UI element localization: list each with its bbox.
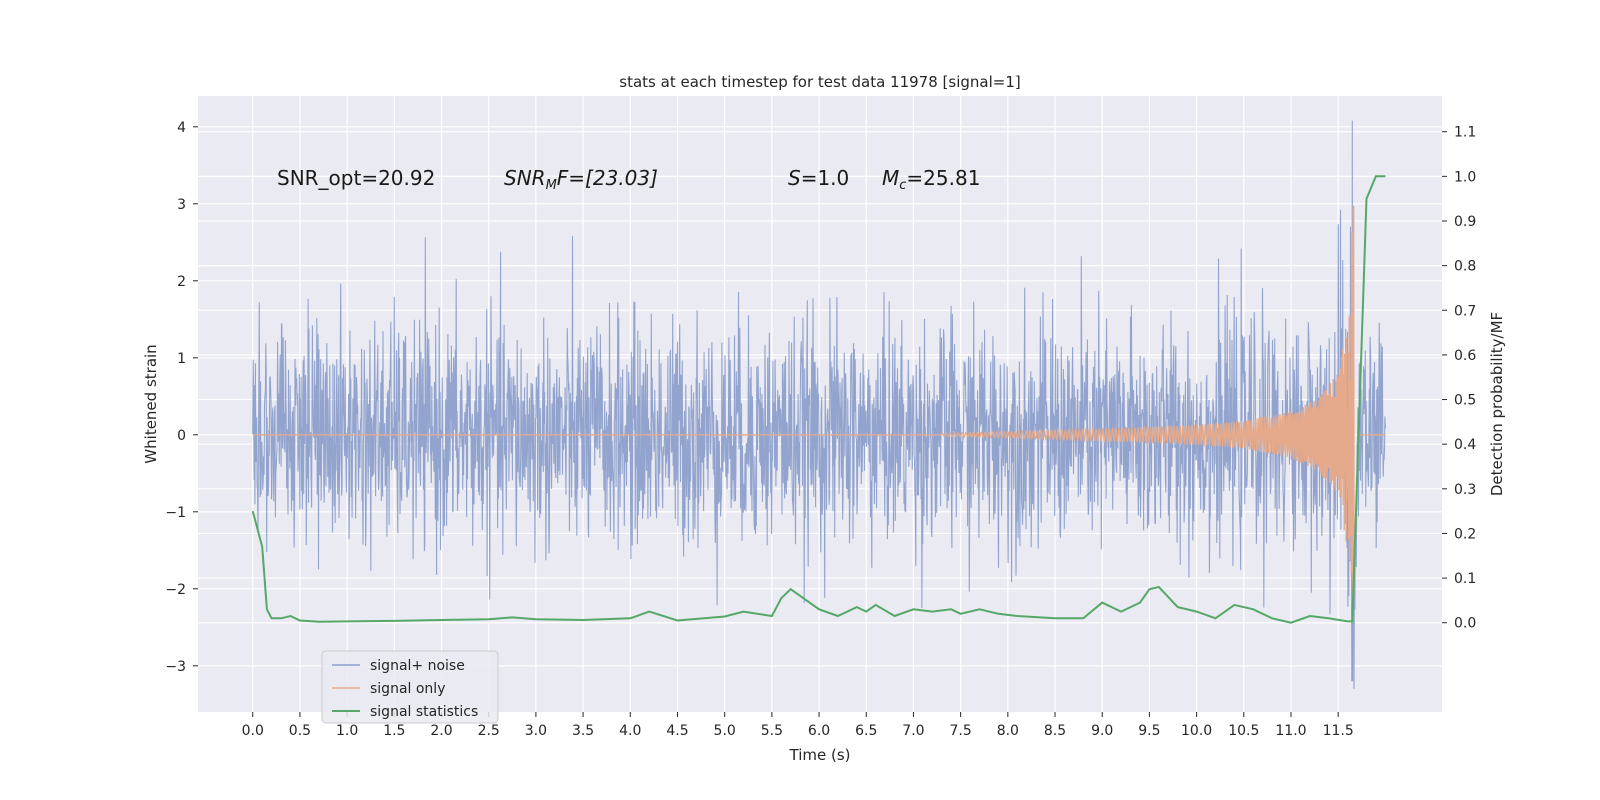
- y-axis-title: Whitened strain: [142, 344, 160, 463]
- x-tick-label: 1.0: [336, 723, 358, 739]
- y-tick-label: 4: [177, 120, 186, 136]
- chart-title: stats at each timestep for test data 119…: [619, 73, 1020, 91]
- snr-mf-suffix: F=[23.03]: [557, 166, 658, 190]
- axes: 0.0 0.5 1.0 1.5 2.0 2.5 3.0 3.5 4.0 4.5 5.0 5.5 6.0 6…: [165, 120, 1476, 739]
- y-right-tick-label: 0.3: [1454, 482, 1476, 498]
- x-tick-label: 8.5: [1044, 723, 1066, 739]
- annotation-snr-mf: SNRMF=[23.03]: [504, 166, 658, 193]
- signal-noise-series: [252, 120, 1386, 689]
- legend-label: signal statistics: [370, 704, 478, 720]
- snr-mf-subscript: M: [546, 178, 557, 193]
- x-tick-label: 2.0: [430, 723, 452, 739]
- x-tick-label: 11.5: [1323, 723, 1354, 739]
- y-right-tick-label: 0.6: [1454, 348, 1476, 364]
- y-right-tick-label: 0.2: [1454, 526, 1476, 542]
- mc-subscript: c: [899, 178, 906, 193]
- y-right-tick-label: 1.0: [1454, 169, 1476, 185]
- x-tick-label: 7.0: [902, 723, 924, 739]
- x-tick-label: 2.5: [478, 723, 500, 739]
- snr-mf-prefix: SNR: [504, 166, 546, 190]
- y-tick-label: 3: [177, 197, 186, 213]
- x-tick-label: 9.0: [1091, 723, 1113, 739]
- legend-frame: [321, 650, 499, 724]
- signal-only-series: [252, 205, 1386, 604]
- y-right-tick-label: 0.8: [1454, 259, 1476, 275]
- y-axis-right-title: Detection probability/MF: [1488, 312, 1506, 496]
- mc-variable: M: [882, 166, 899, 190]
- signal-only-line: [252, 205, 1386, 604]
- y-right-tick-label: 0.9: [1454, 214, 1476, 230]
- x-tick-label: 9.5: [1138, 723, 1160, 739]
- x-tick-label: 8.0: [997, 723, 1019, 739]
- y-tick-label: 1: [177, 351, 186, 367]
- y-right-tick-label: 0.4: [1454, 437, 1476, 453]
- x-tick-label: 1.5: [383, 723, 405, 739]
- x-tick-label: 6.5: [855, 723, 877, 739]
- y-tick-label: −1: [165, 505, 186, 521]
- x-tick-label: 10.0: [1181, 723, 1212, 739]
- s-value: =1.0: [801, 166, 850, 190]
- x-tick-label: 3.0: [525, 723, 547, 739]
- y-right-tick-label: 0.0: [1454, 616, 1476, 632]
- y-tick-label: 0: [177, 428, 186, 444]
- x-tick-label: 10.5: [1228, 723, 1259, 739]
- signal-statistics-series: [251, 175, 1386, 624]
- y-right-tick-label: 0.1: [1454, 571, 1476, 587]
- x-tick-label: 5.0: [714, 723, 736, 739]
- y-right-tick-label: 0.5: [1454, 393, 1476, 409]
- x-tick-label: 0.0: [242, 723, 264, 739]
- y-tick-label: −2: [165, 582, 186, 598]
- legend: signal+ noise signal only signal statistic…: [321, 650, 499, 724]
- x-tick-label: 0.5: [289, 723, 311, 739]
- legend-label: signal+ noise: [370, 658, 465, 674]
- x-tick-label: 5.5: [761, 723, 783, 739]
- x-tick-label: 6.0: [808, 723, 830, 739]
- x-tick-label: 3.5: [572, 723, 594, 739]
- x-axis-title: Time (s): [789, 746, 851, 764]
- annotation-s: S=1.0: [788, 166, 849, 190]
- y-tick-label: 2: [177, 274, 186, 290]
- y-right-tick-label: 1.1: [1454, 125, 1476, 141]
- x-tick-label: 4.0: [619, 723, 641, 739]
- signal-statistics-line: [251, 175, 1386, 624]
- y-right-tick-label: 0.7: [1454, 303, 1476, 319]
- mc-value: =25.81: [906, 166, 980, 190]
- x-tick-label: 11.0: [1275, 723, 1306, 739]
- legend-label: signal only: [370, 681, 445, 697]
- x-tick-label: 4.5: [666, 723, 688, 739]
- y-tick-label: −3: [165, 659, 186, 675]
- x-tick-label: 7.5: [950, 723, 972, 739]
- signal-noise-line: [252, 120, 1386, 689]
- annotation-mc: Mc=25.81: [882, 166, 980, 193]
- annotation-snr-opt: SNR_opt=20.92: [277, 166, 435, 190]
- s-variable: S: [788, 166, 801, 190]
